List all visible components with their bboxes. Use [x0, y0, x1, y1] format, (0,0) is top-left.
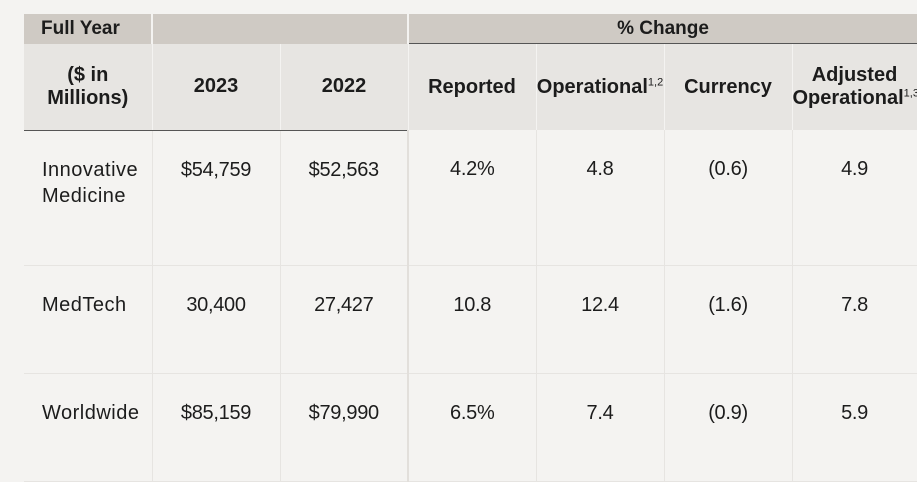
adjusted-operational-header: Adjusted Operational1,3 [792, 43, 917, 130]
header-spacer [152, 14, 409, 44]
adjusted-header-text: Adjusted Operational [792, 64, 904, 109]
value-reported: 6.5% [408, 373, 537, 482]
table-row: Innovative Medicine $54,759 $52,563 4.2%… [24, 130, 917, 266]
adjusted-footnote: 1,3 [903, 87, 917, 100]
operational-header-text: Operational [536, 75, 648, 98]
currency-header: Currency [664, 43, 793, 130]
segment-sales-table: Full Year % Change ($ in Millions) 2023 … [24, 14, 917, 482]
full-year-header: Full Year [24, 14, 153, 44]
header-column-row: ($ in Millions) 2023 2022 Reported Opera… [24, 43, 917, 131]
value-currency: (1.6) [664, 265, 793, 374]
value-adjusted: 7.8 [792, 265, 917, 374]
value-2023: $54,759 [152, 130, 281, 266]
row-label: Innovative Medicine [24, 130, 153, 266]
value-currency: (0.6) [664, 130, 793, 266]
year-2022-header: 2022 [280, 43, 409, 131]
units-header: ($ in Millions) [24, 43, 153, 131]
value-2022: $79,990 [280, 373, 409, 482]
year-2023-header: 2023 [152, 43, 281, 131]
financial-table-container: Full Year % Change ($ in Millions) 2023 … [24, 14, 917, 482]
value-reported: 4.2% [408, 130, 537, 266]
reported-header: Reported [408, 43, 537, 130]
value-2023: $85,159 [152, 373, 281, 482]
header-group-row: Full Year % Change [24, 14, 917, 44]
value-operational: 7.4 [536, 373, 665, 482]
value-2023: 30,400 [152, 265, 281, 374]
operational-header: Operational1,2 [536, 43, 665, 130]
table-row: MedTech 30,400 27,427 10.8 12.4 (1.6) 7.… [24, 265, 917, 374]
value-adjusted: 5.9 [792, 373, 917, 482]
value-reported: 10.8 [408, 265, 537, 374]
operational-footnote: 1,2 [647, 75, 664, 88]
value-2022: 27,427 [280, 265, 409, 374]
value-currency: (0.9) [664, 373, 793, 482]
row-label: Worldwide [24, 373, 153, 482]
value-operational: 12.4 [536, 265, 665, 374]
row-label: MedTech [24, 265, 153, 374]
percent-change-header: % Change [408, 14, 917, 44]
table-row: Worldwide $85,159 $79,990 6.5% 7.4 (0.9)… [24, 373, 917, 482]
value-operational: 4.8 [536, 130, 665, 266]
value-adjusted: 4.9 [792, 130, 917, 266]
value-2022: $52,563 [280, 130, 409, 266]
